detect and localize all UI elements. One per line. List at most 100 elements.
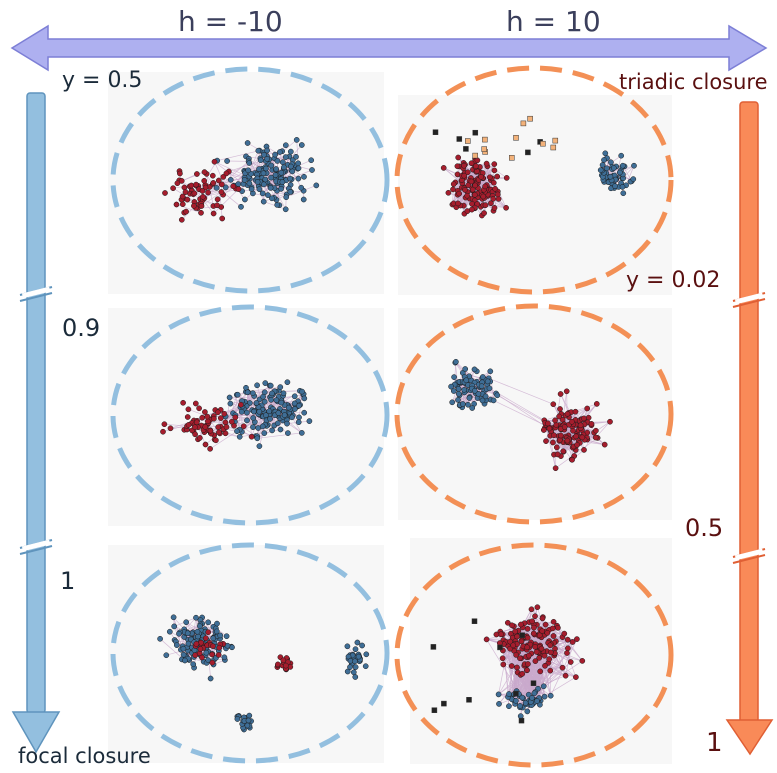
network-marker xyxy=(513,690,519,697)
network-node xyxy=(235,186,242,192)
network-node xyxy=(469,405,476,411)
network-node xyxy=(176,630,182,637)
network-node xyxy=(193,181,199,188)
network-node xyxy=(503,175,510,181)
network-node xyxy=(524,708,531,715)
network-node xyxy=(256,408,263,415)
network-node xyxy=(274,420,281,427)
network-node xyxy=(180,399,186,406)
network-node xyxy=(196,405,202,412)
network-node xyxy=(190,661,197,668)
network-node xyxy=(275,410,282,416)
network-node xyxy=(211,415,217,422)
network-node xyxy=(560,448,567,455)
network-marker xyxy=(519,632,525,638)
network-node xyxy=(514,633,520,640)
network-node xyxy=(246,712,253,719)
network-node xyxy=(277,426,284,433)
network-node xyxy=(464,169,471,176)
network-node xyxy=(563,388,570,395)
network-node xyxy=(184,196,191,203)
network-node xyxy=(530,630,537,637)
network-marker xyxy=(482,136,488,143)
network-node xyxy=(588,421,595,427)
network-node xyxy=(215,652,222,658)
network-node xyxy=(487,368,494,375)
network-node xyxy=(362,663,369,670)
network-node xyxy=(185,640,192,647)
network-node xyxy=(494,173,501,180)
network-node xyxy=(214,620,220,627)
network-marker xyxy=(432,129,439,135)
network-node xyxy=(210,635,217,642)
network-node xyxy=(540,427,547,433)
network-node xyxy=(205,657,212,663)
network-node xyxy=(182,657,188,664)
network-node xyxy=(517,703,523,709)
network-node xyxy=(278,185,284,192)
network-node xyxy=(223,424,230,430)
network-marker xyxy=(463,146,469,152)
network-node xyxy=(491,161,498,167)
network-node xyxy=(295,419,302,426)
network-node xyxy=(506,703,512,710)
network-node xyxy=(289,414,295,421)
network-node xyxy=(216,644,223,651)
network-node xyxy=(508,663,515,669)
network-node xyxy=(199,414,206,421)
network-node xyxy=(170,185,176,192)
network-node xyxy=(264,147,270,154)
network-node xyxy=(585,414,592,421)
network-node xyxy=(296,402,302,409)
network-node xyxy=(174,180,181,187)
network-node xyxy=(285,404,292,411)
network-node xyxy=(200,193,206,200)
network-node xyxy=(191,203,197,209)
network-middle-right xyxy=(398,308,672,520)
network-node xyxy=(194,628,201,635)
network-node xyxy=(194,171,200,177)
network-node xyxy=(359,642,365,649)
network-node xyxy=(488,200,494,207)
network-node xyxy=(207,445,213,452)
network-node xyxy=(267,416,273,422)
network-node xyxy=(244,409,250,416)
network-node xyxy=(581,447,587,453)
network-node xyxy=(579,434,586,441)
network-node xyxy=(572,408,579,415)
network-node xyxy=(539,628,546,634)
network-node xyxy=(204,418,211,425)
network-node xyxy=(215,177,222,184)
network-background xyxy=(398,95,672,295)
network-node xyxy=(344,643,351,650)
network-node xyxy=(222,419,229,426)
network-node xyxy=(245,717,252,724)
network-node xyxy=(263,165,269,172)
network-node xyxy=(228,418,235,425)
network-node xyxy=(210,180,217,186)
network-node xyxy=(474,157,481,164)
network-node xyxy=(455,386,462,392)
network-node xyxy=(272,172,279,178)
network-node xyxy=(465,182,472,189)
network-marker xyxy=(430,644,437,650)
left-axis-mid-value: 0.9 xyxy=(62,314,101,342)
network-marker xyxy=(552,137,559,144)
network-node xyxy=(491,167,498,174)
network-node xyxy=(352,664,359,670)
right-axis-arrow xyxy=(725,101,774,756)
network-node xyxy=(573,674,579,680)
network-node xyxy=(449,399,456,406)
network-node xyxy=(550,439,556,446)
network-node xyxy=(267,185,274,191)
network-node xyxy=(192,424,198,431)
network-node xyxy=(555,624,561,631)
network-node xyxy=(445,189,452,196)
network-node xyxy=(163,652,170,659)
network-node xyxy=(201,177,208,184)
network-node xyxy=(480,193,487,200)
network-node xyxy=(471,366,478,373)
network-node xyxy=(181,184,188,191)
network-node xyxy=(184,630,191,637)
